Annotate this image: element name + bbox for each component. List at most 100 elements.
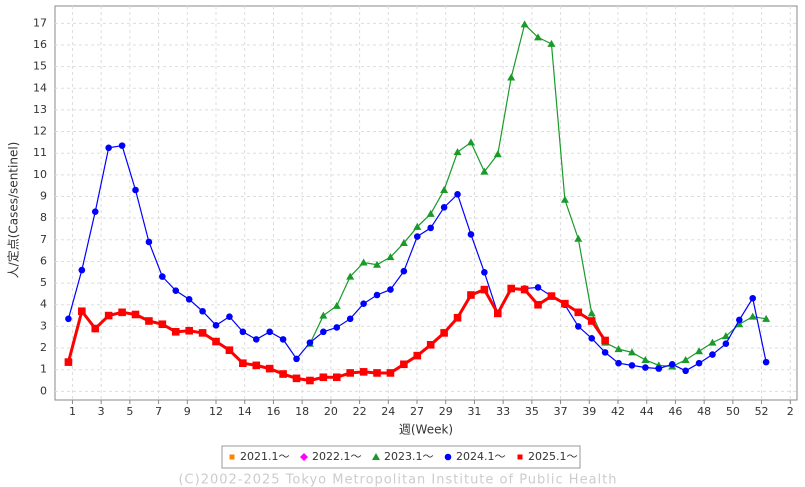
data-point [212,322,220,329]
legend-marker [444,453,452,461]
data-point [601,336,609,345]
data-point [306,339,314,346]
data-point [292,374,301,383]
x-tick-label: 42 [611,405,625,418]
x-tick-label: 20 [324,405,338,418]
x-tick-label: 1 [69,405,76,418]
data-point [359,368,368,376]
data-point [320,328,327,336]
data-point [440,186,449,194]
data-point [520,20,529,28]
data-point [507,73,516,81]
data-point [547,39,556,47]
x-tick-label: 2 [787,405,794,418]
data-point [145,317,153,325]
legend-label: 2023.1～ [384,450,434,463]
data-point [239,328,247,336]
data-point [601,349,609,356]
data-point [587,309,596,317]
data-point [574,323,582,330]
data-point [386,253,395,261]
legend-marker [300,453,308,461]
data-point [721,332,730,340]
y-tick-label: 1 [40,363,47,376]
data-point [574,308,583,317]
x-tick-label: 37 [554,405,568,418]
data-point [615,359,622,367]
data-point [748,312,757,320]
data-point [561,299,569,308]
data-point [306,376,314,385]
data-point [171,328,180,336]
data-point [440,204,448,211]
y-tick-label: 3 [40,319,47,332]
x-tick-label: 33 [496,405,510,418]
data-point [587,317,596,325]
x-tick-label: 5 [126,405,133,418]
data-point [534,300,542,309]
y-tick-label: 12 [33,125,47,138]
data-point [453,313,462,322]
data-point [749,294,757,302]
data-point [413,222,422,230]
data-point [319,373,328,382]
data-point [641,355,650,363]
data-point [386,369,395,377]
data-point [104,311,113,320]
data-point [709,351,716,358]
x-tick-label: 27 [410,405,424,418]
y-tick-label: 10 [33,168,47,181]
data-point [627,348,636,356]
data-point [387,286,394,293]
x-tick-label: 46 [668,405,682,418]
legend-box [221,445,581,469]
data-point [105,144,112,152]
data-point [226,313,233,320]
data-point [252,336,260,343]
x-tick-label: 9 [184,405,191,418]
data-point [332,301,341,309]
x-tick-label: 44 [640,405,654,418]
data-point [118,142,126,149]
y-axis-label: 人/定点(Cases/sentinel) [6,142,21,279]
data-point [413,351,422,360]
legend-label: 2024.1～ [456,450,506,463]
data-point [293,355,300,363]
plot-area [54,5,798,401]
x-axis-label: 週(Week) [399,423,453,437]
data-point [91,208,99,215]
data-point [668,360,676,368]
data-point [736,316,743,324]
x-tick-label: 35 [525,405,539,418]
x-tick-label: 48 [697,405,711,418]
x-tick-label: 24 [381,405,395,418]
y-tick-label: 15 [33,60,47,73]
data-point [454,191,461,198]
legend-marker [229,454,235,460]
data-point [360,300,367,307]
data-point [212,337,220,346]
data-point [426,209,435,217]
data-point [346,272,355,280]
x-tick-label: 3 [98,405,105,418]
data-point [64,358,73,366]
data-point [628,362,636,369]
data-point [91,324,100,333]
y-tick-label: 14 [33,81,47,94]
y-tick-label: 13 [33,103,47,116]
data-point [493,150,502,158]
data-point [762,314,771,322]
data-point [560,195,569,203]
y-tick-label: 9 [40,190,47,203]
data-point [332,373,341,382]
y-tick-label: 0 [40,384,47,397]
data-point [534,33,543,41]
data-point [158,320,167,329]
x-tick-label: 50 [726,405,740,418]
data-point [493,309,502,318]
data-point [682,367,689,375]
data-point [131,310,140,319]
data-point [574,234,583,242]
data-point [266,328,273,336]
